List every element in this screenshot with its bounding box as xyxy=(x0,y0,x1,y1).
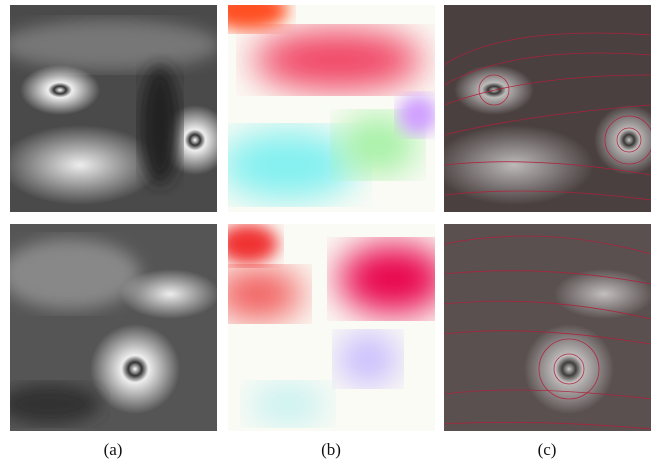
streamline-overlay xyxy=(444,224,651,431)
flow-field xyxy=(228,224,435,431)
flow-field xyxy=(228,5,435,212)
streamline-overlay xyxy=(444,5,651,212)
satellite-image xyxy=(10,5,217,212)
panel-label: (b) xyxy=(321,440,341,459)
panel-label: (a) xyxy=(104,440,123,459)
satellite-image xyxy=(10,224,217,431)
panel-label: (c) xyxy=(538,440,557,459)
